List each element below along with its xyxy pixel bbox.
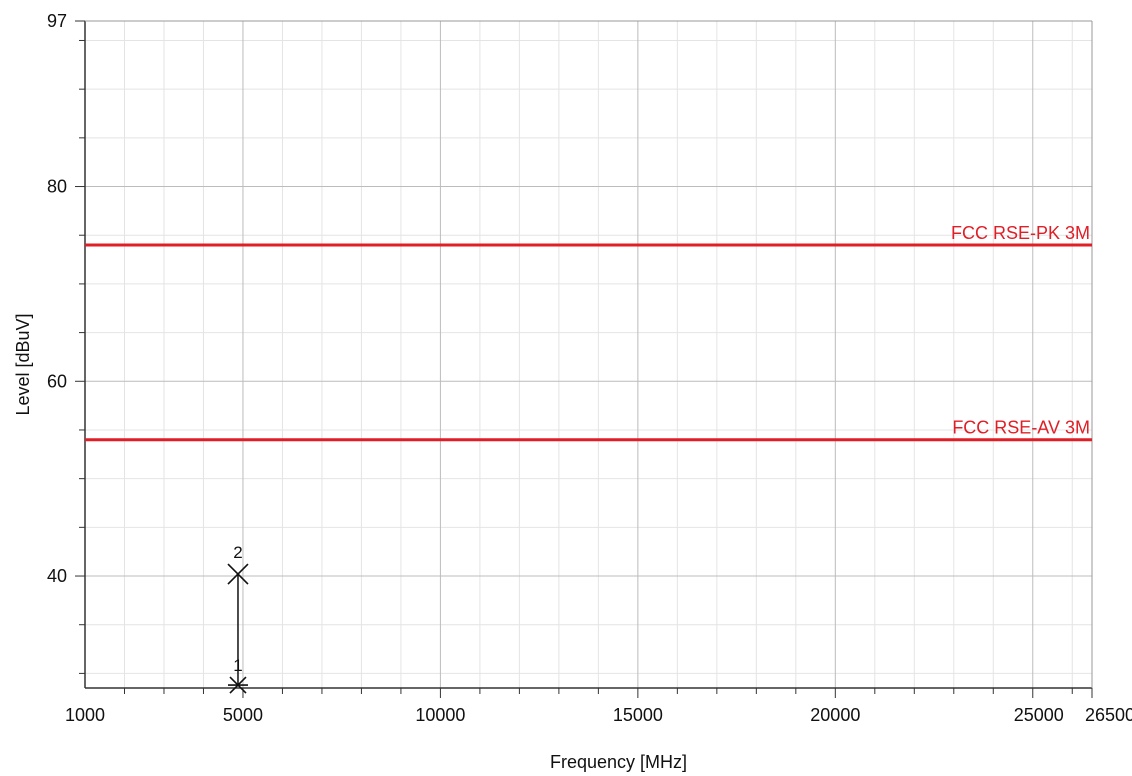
x-tick-label: 10000 [415, 705, 465, 725]
x-axis-title: Frequency [MHz] [550, 752, 687, 772]
x-tick-label: 15000 [613, 705, 663, 725]
y-tick-label: 97 [47, 11, 67, 31]
labels: 1000 5000 10000 15000 20000 25000 26500 40 60 80 9… [13, 11, 1132, 772]
y-tick-label: 60 [47, 371, 67, 391]
x-tick-label: 26500 [1085, 705, 1132, 725]
markers: 12 [227, 543, 249, 694]
y-axis-title: Level [dBuV] [13, 313, 33, 415]
marker-label: 1 [233, 656, 242, 675]
y-tick-label: 80 [47, 177, 67, 197]
axes [75, 20, 1093, 698]
marker-label: 2 [233, 543, 242, 562]
x-tick-label: 20000 [810, 705, 860, 725]
x-tick-label: 5000 [223, 705, 263, 725]
marker-2-symbol [227, 563, 249, 585]
limit-line-label: FCC RSE-AV 3M [952, 418, 1090, 438]
limit-line-label: FCC RSE-PK 3M [951, 223, 1090, 243]
x-tick-label: 1000 [65, 705, 105, 725]
grid [85, 21, 1092, 688]
y-tick-label: 40 [47, 566, 67, 586]
limit-lines: FCC RSE-PK 3M FCC RSE-AV 3M [85, 223, 1092, 442]
x-tick-label: 25000 [1014, 705, 1064, 725]
